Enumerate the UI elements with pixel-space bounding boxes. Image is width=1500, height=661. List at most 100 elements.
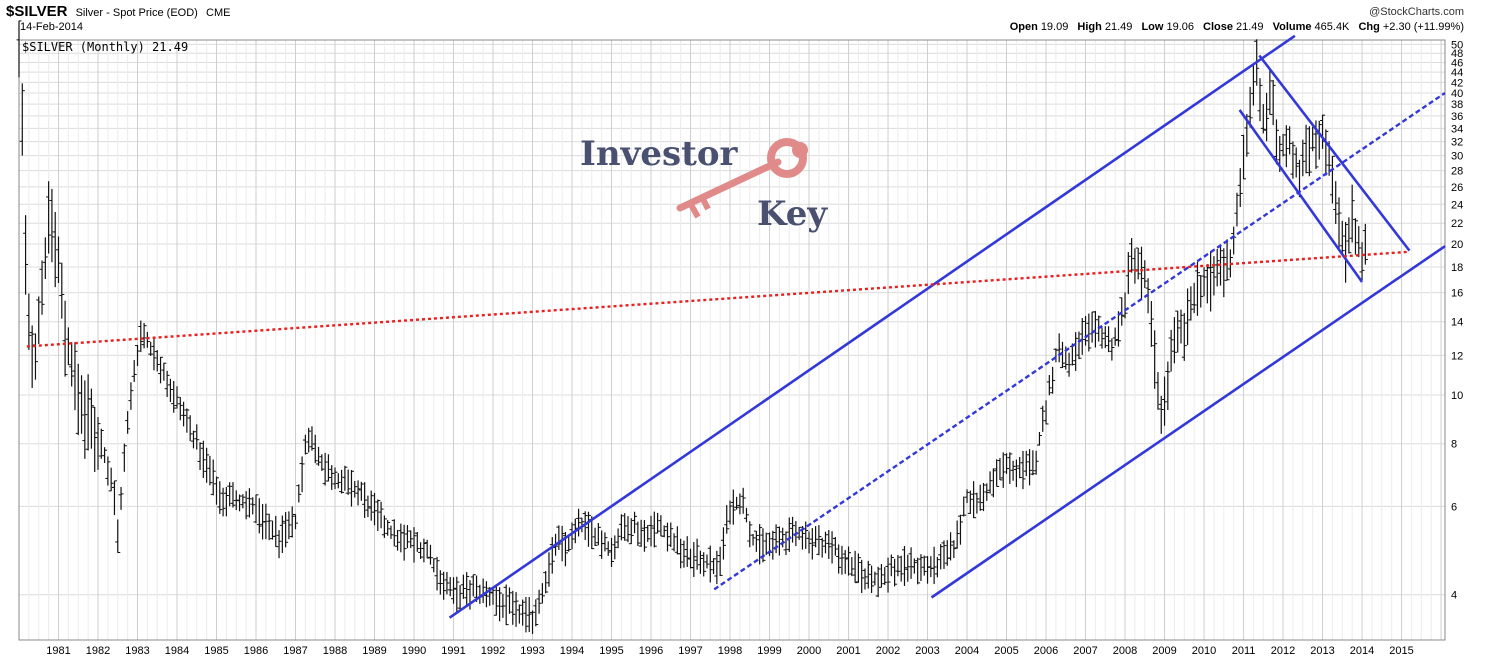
ohlc-bar bbox=[220, 487, 226, 517]
ohlc-bar bbox=[1352, 218, 1358, 255]
ohlc-bar bbox=[655, 512, 661, 534]
ohlc-bar bbox=[730, 489, 736, 525]
ohlc-bar bbox=[352, 480, 358, 498]
y-tick-label: 16 bbox=[1451, 288, 1463, 300]
ohlc-bar bbox=[915, 557, 921, 585]
ohlc-bar bbox=[141, 322, 147, 349]
y-tick-label: 48 bbox=[1451, 48, 1463, 60]
ohlc-bar bbox=[852, 550, 858, 584]
price-bars bbox=[16, 20, 1368, 634]
x-tick-label: 1985 bbox=[204, 645, 228, 657]
ohlc-bar bbox=[1000, 452, 1006, 488]
ohlc-bar bbox=[1191, 282, 1197, 314]
x-tick-label: 1990 bbox=[402, 645, 426, 657]
ohlc-bar bbox=[747, 521, 753, 548]
ohlc-bar bbox=[289, 506, 295, 538]
ohlc-bar bbox=[375, 499, 381, 531]
y-tick-label: 44 bbox=[1451, 67, 1463, 79]
x-tick-label: 2005 bbox=[994, 645, 1018, 657]
ohlc-bar bbox=[724, 505, 730, 534]
ohlc-bar bbox=[641, 520, 647, 552]
ohlc-bar bbox=[605, 541, 611, 556]
ohlc-bar bbox=[753, 530, 759, 552]
ohlc-bar bbox=[1129, 238, 1135, 273]
ohlc-bar bbox=[1198, 275, 1204, 308]
ohlc-bar bbox=[118, 487, 124, 510]
ohlc-bar bbox=[1020, 450, 1026, 490]
ohlc-bar bbox=[1194, 261, 1200, 316]
ohlc-bar bbox=[148, 341, 154, 356]
ohlc-bar bbox=[895, 555, 901, 577]
ohlc-bar bbox=[1346, 217, 1352, 254]
ohlc-bar bbox=[1033, 450, 1039, 475]
high-value: 21.49 bbox=[1104, 21, 1133, 33]
ohlc-bar bbox=[92, 406, 98, 473]
ohlc-bar bbox=[49, 188, 55, 263]
ohlc-bar bbox=[108, 467, 114, 492]
ohlc-bar bbox=[302, 434, 308, 455]
ohlc-bar bbox=[974, 492, 980, 514]
ohlc-bar bbox=[579, 517, 585, 533]
ohlc-bar bbox=[273, 515, 279, 548]
ohlc-bar bbox=[875, 566, 881, 598]
ohlc-bar bbox=[635, 521, 641, 546]
ohlc-bar bbox=[826, 530, 832, 559]
ohlc-bar bbox=[335, 473, 341, 489]
ohlc-bar bbox=[539, 583, 545, 604]
ohlc-bar bbox=[859, 559, 865, 594]
x-tick-label: 2014 bbox=[1350, 645, 1374, 657]
ohlc-bar bbox=[901, 546, 907, 586]
x-tick-label: 2008 bbox=[1113, 645, 1137, 657]
x-tick-label: 1996 bbox=[639, 645, 663, 657]
ohlc-bar bbox=[1339, 220, 1345, 256]
ohlc-bar bbox=[460, 574, 466, 599]
ohlc-bar bbox=[125, 411, 131, 434]
ohlc-bar bbox=[62, 300, 68, 377]
ohlc-bar bbox=[869, 565, 875, 594]
ohlc-bar bbox=[395, 529, 401, 551]
ohlc-bar bbox=[770, 530, 776, 560]
ohlc-bar bbox=[1046, 375, 1052, 396]
ohlc-bar bbox=[530, 610, 536, 634]
ohlc-bar bbox=[444, 571, 450, 595]
ohlc-bar bbox=[75, 363, 81, 436]
ohlc-bar bbox=[368, 490, 374, 521]
x-tick-label: 2003 bbox=[915, 645, 939, 657]
ohlc-bar bbox=[414, 532, 420, 552]
ohlc-bar bbox=[158, 356, 164, 384]
ohlc-bar bbox=[855, 553, 861, 583]
ohlc-bar bbox=[1152, 330, 1158, 389]
chart-grid bbox=[18, 40, 1445, 640]
ohlc-bar bbox=[543, 571, 549, 594]
ohlc-bar bbox=[32, 333, 38, 380]
ohlc-bar bbox=[1264, 92, 1270, 142]
low-value: 19.06 bbox=[1166, 21, 1194, 33]
ohlc-bar bbox=[533, 599, 539, 627]
ohlc-bar bbox=[688, 548, 694, 569]
ohlc-bar bbox=[971, 481, 977, 519]
ohlc-bar bbox=[372, 492, 378, 526]
ohlc-bar bbox=[928, 556, 934, 578]
chg-label: Chg bbox=[1358, 21, 1380, 33]
ohlc-bar bbox=[1234, 192, 1240, 227]
ohlc-bar bbox=[1043, 400, 1049, 425]
ohlc-bar bbox=[187, 415, 193, 442]
ohlc-bar bbox=[516, 604, 522, 624]
ohlc-bar bbox=[918, 554, 924, 582]
close-value: 21.49 bbox=[1236, 21, 1264, 33]
ohlc-bar bbox=[427, 544, 433, 565]
ohlc-bar bbox=[829, 531, 835, 564]
x-axis-ticks: 1981 1982 1983 1984 1985 1986 1987 1988 1989 1990… bbox=[46, 645, 1414, 657]
ohlc-bar bbox=[1086, 313, 1092, 352]
y-tick-label: 30 bbox=[1451, 151, 1463, 163]
ohlc-bar bbox=[566, 536, 572, 552]
ohlc-bar bbox=[276, 530, 282, 559]
ohlc-bar bbox=[85, 374, 91, 451]
ohlc-bar bbox=[609, 537, 615, 567]
y-tick-label: 24 bbox=[1451, 199, 1463, 211]
x-tick-label: 1991 bbox=[441, 645, 465, 657]
ohlc-bar bbox=[1185, 288, 1191, 346]
x-tick-label: 2011 bbox=[1232, 645, 1256, 657]
ohlc-bar bbox=[1329, 155, 1335, 204]
ohlc-bar bbox=[941, 540, 947, 569]
